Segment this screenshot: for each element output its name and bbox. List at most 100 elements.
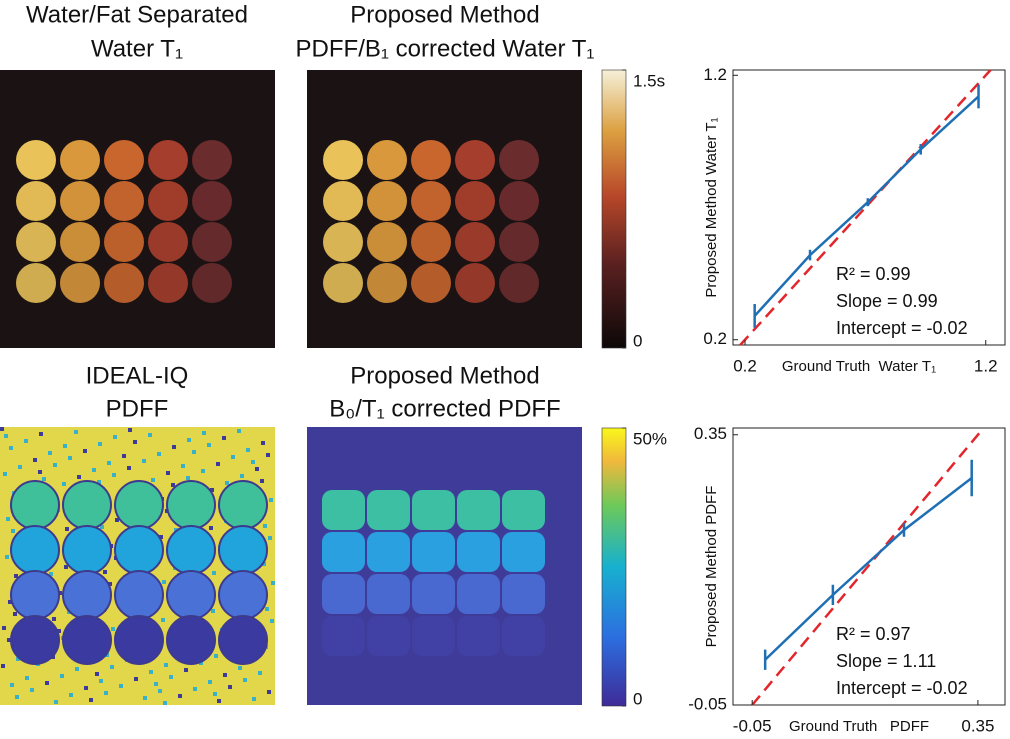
phantom-vial	[192, 263, 232, 303]
phantom-vial	[148, 140, 188, 180]
image-noise	[97, 480, 101, 484]
image-noise	[38, 470, 42, 474]
image-noise	[99, 679, 103, 683]
identity-line	[751, 427, 985, 706]
annotation: R² = 0.97	[836, 624, 911, 644]
colorbar-tick-label: 0	[633, 331, 642, 350]
phantom-vial	[411, 222, 451, 262]
phantom-vial	[218, 570, 268, 620]
image-noise	[148, 433, 152, 437]
image-noise	[252, 697, 256, 701]
image-noise	[52, 617, 56, 621]
phantom-vial	[457, 574, 500, 614]
fit-line	[764, 477, 973, 661]
image-noise	[128, 428, 132, 432]
image-noise	[217, 699, 221, 703]
image-noise	[1, 664, 5, 668]
image-noise	[39, 432, 43, 436]
phantom-vial	[499, 222, 539, 262]
x-axis-label: Ground Truth Water T₁	[782, 358, 936, 375]
phantom-vial	[10, 615, 60, 665]
identity-line	[739, 69, 992, 346]
image-noise	[151, 478, 155, 482]
image-noise	[13, 612, 17, 616]
phantom-vial	[412, 532, 455, 572]
image-noise	[154, 682, 158, 686]
image-noise	[178, 694, 182, 698]
phantom-vial	[218, 525, 268, 575]
phantom-vial	[367, 181, 407, 221]
image-noise	[243, 678, 247, 682]
phantom-vial	[367, 263, 407, 303]
image-noise	[164, 663, 168, 667]
image-noise	[269, 498, 273, 502]
image-noise	[270, 619, 274, 623]
colorbar-tick-label: 50%	[633, 429, 667, 448]
phantom-vial	[412, 616, 455, 656]
phantom-vial	[62, 570, 112, 620]
image-noise	[158, 689, 162, 693]
phantom-vial	[367, 140, 407, 180]
image-noise	[122, 454, 126, 458]
colorbar	[601, 427, 627, 707]
panel-title: PDFF/B₁ corrected Water T₁	[296, 35, 595, 62]
image-noise	[83, 449, 87, 453]
phantom-vial	[166, 525, 216, 575]
phantom-vial	[104, 140, 144, 180]
image-noise	[5, 555, 9, 559]
image-noise	[110, 665, 114, 669]
phantom-vial	[412, 574, 455, 614]
image-noise	[210, 488, 214, 492]
image-noise	[15, 695, 19, 699]
colorbar-tick-label: 1.5s	[633, 71, 665, 90]
image-noise	[18, 465, 22, 469]
phantom-vial	[323, 181, 363, 221]
panel-title: Water/Fat Separated	[26, 1, 248, 28]
phantom-vial	[502, 490, 545, 530]
phantom-vial	[455, 222, 495, 262]
image-noise	[262, 562, 266, 566]
phantom-vial	[218, 615, 268, 665]
image-noise	[258, 671, 262, 675]
image-noise	[58, 591, 62, 595]
image-noise	[60, 674, 64, 678]
image-noise	[74, 430, 78, 434]
image-noise	[16, 657, 20, 661]
image-noise	[208, 680, 212, 684]
image-noise	[127, 466, 131, 470]
phantom-vial	[16, 263, 56, 303]
annotation: Intercept = -0.02	[836, 318, 968, 338]
phantom-vial	[62, 615, 112, 665]
image-noise	[143, 696, 147, 700]
image-noise	[172, 445, 176, 449]
image-noise	[212, 571, 216, 575]
y-tick-label: 0.35	[694, 424, 727, 443]
image-noise	[169, 675, 173, 679]
phantom-vial	[499, 263, 539, 303]
image-noise	[9, 446, 13, 450]
image-noise	[62, 482, 66, 486]
phantom-vial	[62, 525, 112, 575]
phantom-vial	[60, 140, 100, 180]
image-noise	[107, 461, 111, 465]
phantom-vial	[455, 181, 495, 221]
phantom-vial	[60, 181, 100, 221]
image-noise	[68, 456, 72, 460]
image-noise	[24, 439, 28, 443]
image-noise	[157, 452, 161, 456]
image-noise	[64, 565, 68, 569]
image-noise	[225, 481, 229, 485]
image-noise	[268, 536, 272, 540]
phantom-vial	[166, 480, 216, 530]
annotation: Intercept = -0.02	[836, 678, 968, 698]
image-noise	[199, 661, 203, 665]
image-noise	[4, 434, 8, 438]
image-noise	[181, 464, 185, 468]
x-tick-label: 1.2	[974, 356, 998, 375]
phantom-vial	[367, 574, 410, 614]
phantom-vial	[10, 570, 60, 620]
image-noise	[261, 441, 265, 445]
image-noise	[214, 654, 218, 658]
image-noise	[0, 427, 4, 431]
